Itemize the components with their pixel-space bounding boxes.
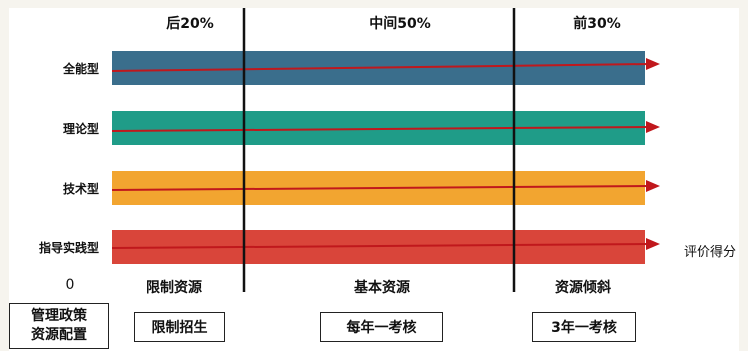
resource-label-top: 资源倾斜	[555, 279, 611, 296]
arrow-head-icon	[646, 58, 660, 70]
arrow-head-icon	[646, 121, 660, 133]
arrow-head-icon	[646, 180, 660, 192]
axis-arrow-label: 评价得分	[684, 244, 736, 260]
row-label-theory: 理论型	[63, 121, 99, 136]
policy-box-middle: 每年一考核	[320, 312, 443, 342]
policy-box-top: 3年一考核	[532, 312, 636, 342]
policy-label-line2: 资源配置	[31, 327, 87, 343]
row-label-practice-guidance: 指导实践型	[39, 240, 99, 255]
arrow-line	[111, 243, 651, 249]
policy-label-box: 管理政策 资源配置	[9, 303, 109, 349]
arrow-line	[111, 63, 651, 72]
score-arrows	[111, 58, 660, 250]
tier-header-top: 前30%	[573, 15, 621, 32]
tier-header-bottom: 后20%	[166, 15, 214, 32]
row-label-technical: 技术型	[63, 181, 99, 196]
policy-label-line1: 管理政策	[31, 308, 87, 324]
policy-box-bottom: 限制招生	[134, 312, 225, 342]
arrow-line	[111, 185, 651, 191]
arrow-head-icon	[646, 238, 660, 250]
row-label-all-round: 全能型	[62, 61, 99, 76]
resource-label-middle: 基本资源	[354, 279, 410, 296]
arrow-line	[111, 126, 651, 132]
axis-origin-label: 0	[66, 277, 75, 293]
tier-header-middle: 中间50%	[369, 15, 431, 32]
resource-label-bottom: 限制资源	[146, 279, 202, 296]
